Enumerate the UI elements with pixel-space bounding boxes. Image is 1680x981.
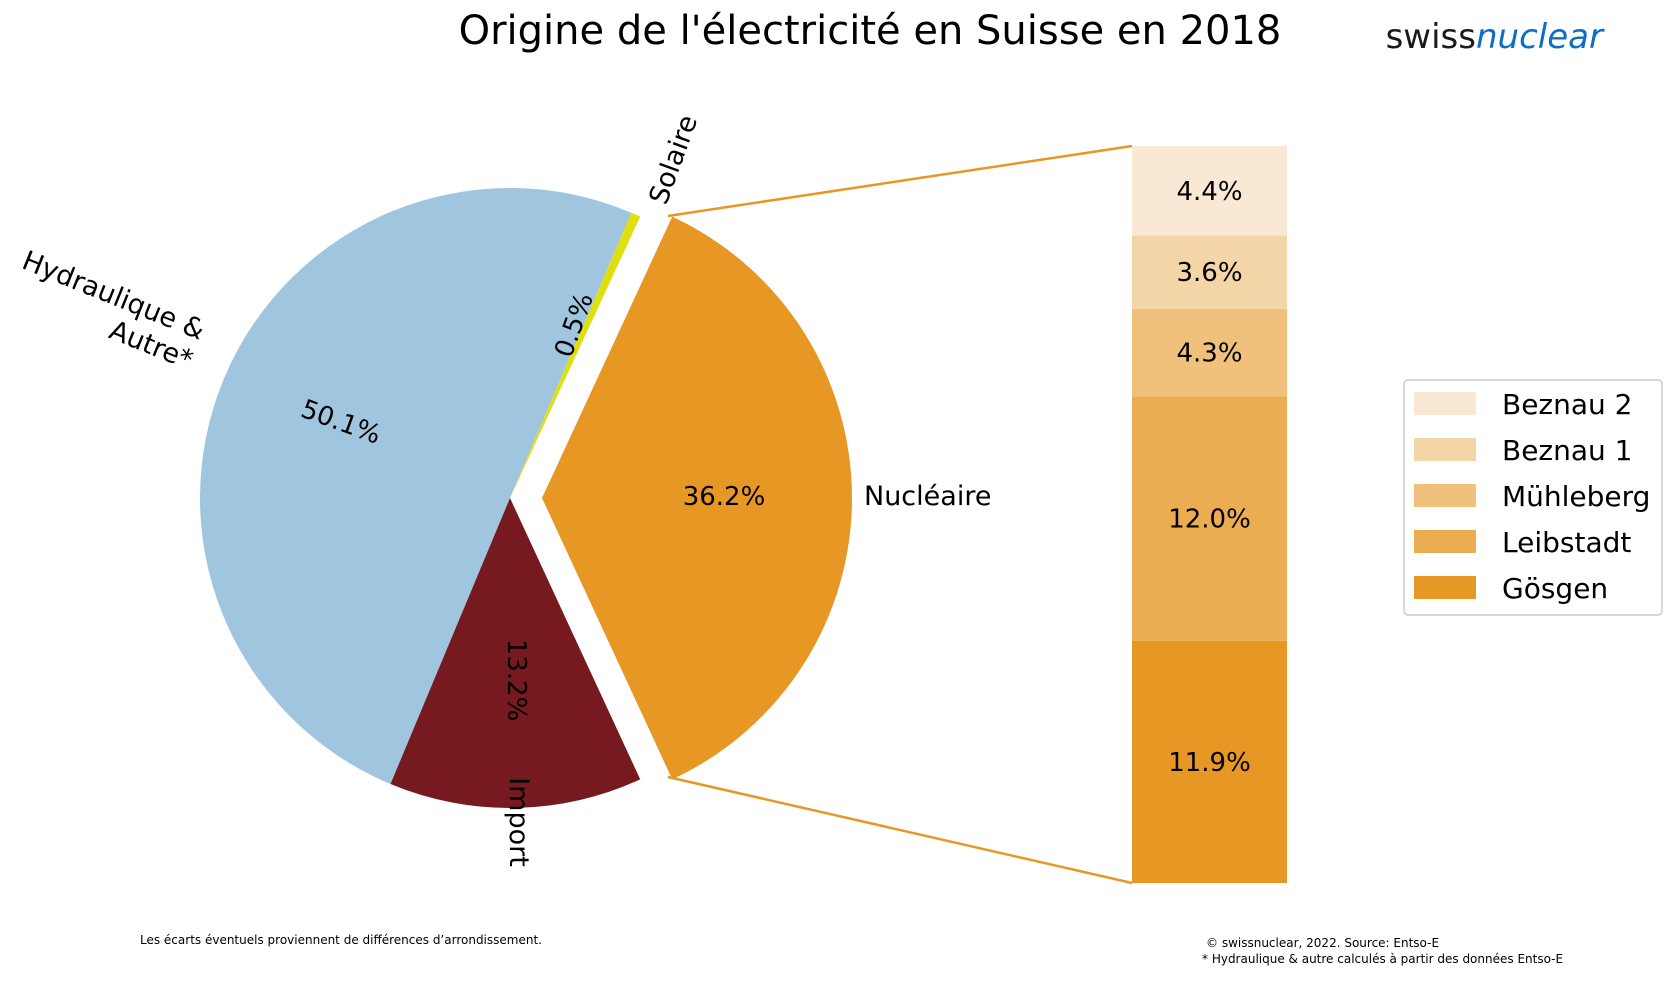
legend-swatch-muhleberg xyxy=(1414,484,1476,507)
pie-slice-solaire xyxy=(510,212,641,498)
legend-entry-gosgen: Gösgen xyxy=(1414,572,1608,605)
pie-label-hydraulique: Hydraulique & Autre* xyxy=(18,245,209,376)
pie xyxy=(199,187,852,808)
pie-label-import: Import xyxy=(503,777,534,867)
connector-line-bottom xyxy=(667,775,1133,885)
footnote-copyright: © swissnuclear, 2022. Source: Entso-E xyxy=(1206,936,1439,950)
legend-swatch-beznau-2 xyxy=(1414,392,1476,415)
bar-segment-beznau-2 xyxy=(1132,146,1287,236)
nuclear-breakdown-bar: 11.9% 12.0% 4.3% 3.6% 4.4% xyxy=(1132,146,1287,883)
legend-label-leibstadt: Leibstadt xyxy=(1502,526,1631,559)
pie-label-nucleaire: Nucléaire xyxy=(864,481,991,512)
chart-title: Origine de l'électricité en Suisse en 20… xyxy=(459,8,1282,54)
legend: Beznau 2 Beznau 1 Mühleberg Leibstadt Gö… xyxy=(1403,379,1663,616)
bar-segment-gosgen xyxy=(1132,640,1287,883)
bar-label-gosgen: 11.9% xyxy=(1168,748,1251,778)
legend-label-gosgen: Gösgen xyxy=(1502,572,1608,605)
pie-value-import: 13.2% xyxy=(501,639,531,722)
legend-label-muhleberg: Mühleberg xyxy=(1502,480,1650,513)
legend-swatch-gosgen xyxy=(1414,576,1476,599)
logo-text-nuclear: nuclear xyxy=(1476,17,1605,57)
legend-swatch-leibstadt xyxy=(1414,530,1476,553)
legend-swatch-beznau-1 xyxy=(1414,438,1476,461)
bar-label-beznau-2: 4.4% xyxy=(1176,177,1242,207)
legend-entry-leibstadt: Leibstadt xyxy=(1414,526,1631,559)
swissnuclear-logo: swiss nuclear xyxy=(1386,17,1605,57)
legend-entry-beznau-1: Beznau 1 xyxy=(1414,434,1633,467)
connector-line-top xyxy=(667,144,1133,218)
bar-label-muhleberg: 4.3% xyxy=(1176,339,1242,369)
footnote-asterisk: * Hydraulique & autre calculés à partir … xyxy=(1202,952,1563,966)
legend-entry-beznau-2: Beznau 2 xyxy=(1414,388,1633,421)
pie-slice-import xyxy=(390,498,641,808)
legend-label-beznau-2: Beznau 2 xyxy=(1502,388,1633,421)
logo-text-swiss: swiss xyxy=(1386,17,1476,57)
pie-slice-nucleaire xyxy=(542,216,852,780)
pie-label-solaire: Solaire xyxy=(643,111,704,208)
footnote-rounding: Les écarts éventuels proviennent de diff… xyxy=(140,933,542,947)
legend-label-beznau-1: Beznau 1 xyxy=(1502,434,1633,467)
bar-segment-muhleberg xyxy=(1132,308,1287,397)
bar-segment-beznau-1 xyxy=(1132,235,1287,309)
pie-value-nucleaire: 36.2% xyxy=(683,482,766,512)
legend-entry-muhleberg: Mühleberg xyxy=(1414,480,1650,513)
bar-label-beznau-1: 3.6% xyxy=(1176,258,1242,288)
pie-slice-hydraulique xyxy=(199,187,632,785)
bar-segment-leibstadt xyxy=(1132,396,1287,641)
bar-label-leibstadt: 12.0% xyxy=(1168,505,1251,535)
